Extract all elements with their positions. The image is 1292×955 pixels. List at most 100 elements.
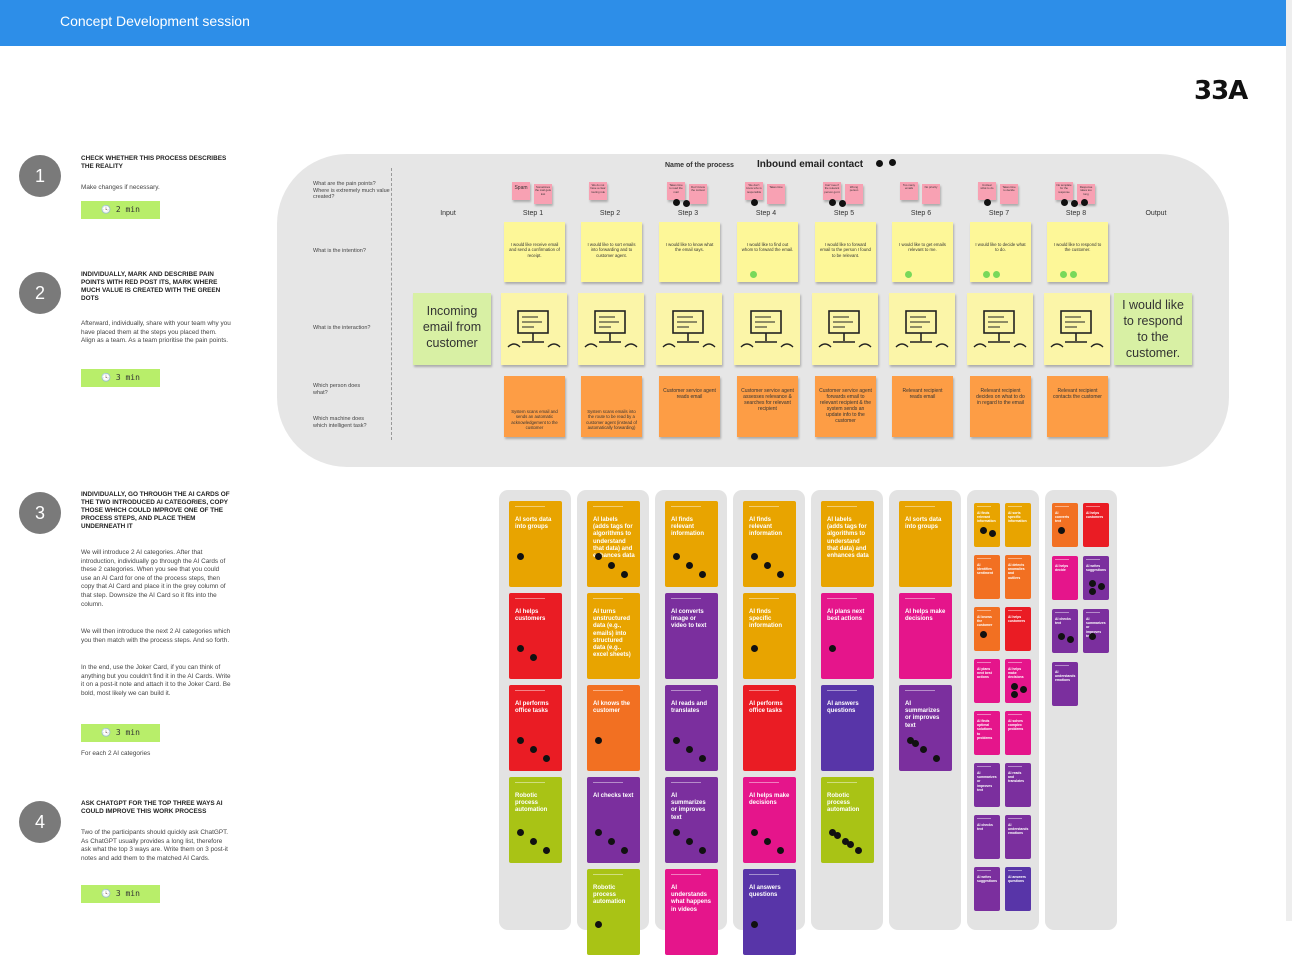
pain-sticky[interactable]: Too many emails	[900, 182, 918, 200]
pain-text: Takes time to decide	[1002, 185, 1016, 193]
ai-card-small[interactable]: AI summarizes or improves text	[974, 763, 1000, 807]
ai-card-small[interactable]: AI knows the customer	[974, 607, 1000, 651]
ai-card[interactable]: AI summarizes or improves text	[665, 777, 718, 863]
pain-sticky[interactable]: No template for the response	[1055, 182, 1073, 200]
intention-sticky[interactable]: I would like to respond to the customer.	[1047, 222, 1108, 282]
ai-card-small[interactable]: AI plans next best actions	[974, 659, 1000, 703]
ai-card[interactable]: AI labels (adds tags for algorithms to u…	[821, 501, 874, 587]
ai-card-small[interactable]: AI helps make decisions	[1005, 659, 1031, 703]
ai-card-small[interactable]: AI answers questions	[1005, 867, 1031, 911]
ai-card[interactable]: AI plans next best actions	[821, 593, 874, 679]
interaction-sketch[interactable]	[1044, 293, 1110, 365]
ai-card[interactable]: Robotic process automation	[821, 777, 874, 863]
ai-card-small[interactable]: AI checks text	[1052, 609, 1078, 653]
pain-sticky[interactable]: Unclear what to do	[978, 182, 996, 200]
ai-card[interactable]: AI sorts data into groups	[899, 501, 952, 587]
interaction-sketch[interactable]	[656, 293, 722, 365]
vote-dot	[1067, 636, 1074, 643]
timer-2[interactable]: 🕓 3 min	[81, 369, 160, 387]
ai-card-small[interactable]: AI identifies sentiment	[974, 555, 1000, 599]
person-sticky[interactable]: System scans emails into the route to be…	[581, 376, 642, 437]
ai-card-small[interactable]: AI sorts specific information	[1005, 503, 1031, 547]
ai-card-small[interactable]: AI helps customers	[1083, 503, 1109, 547]
ai-card-title: AI detects anomalies and outliers	[1008, 563, 1025, 580]
ai-card[interactable]: AI performs office tasks	[509, 685, 562, 771]
ai-card[interactable]: AI understands what happens in videos	[665, 869, 718, 955]
pain-sticky[interactable]: Sometimes the mail gets lost	[534, 184, 552, 204]
ai-card[interactable]: AI helps make decisions	[743, 777, 796, 863]
intention-sticky[interactable]: I would like to sort emails into forward…	[581, 222, 642, 282]
ai-card[interactable]: AI checks text	[587, 777, 640, 863]
pain-sticky[interactable]: Spam	[512, 182, 530, 200]
interaction-sketch[interactable]	[578, 293, 644, 365]
interaction-sketch[interactable]	[501, 293, 567, 365]
timer-3[interactable]: 🕓 3 min	[81, 724, 160, 742]
ai-card[interactable]: AI labels (adds tags for algorithms to u…	[587, 501, 640, 587]
ai-card[interactable]: AI finds relevant information	[743, 501, 796, 587]
ai-card-small[interactable]: AI finds optimal solutions to problems	[974, 711, 1000, 755]
interaction-sketch[interactable]	[967, 293, 1033, 365]
ai-card[interactable]: AI turns unstructured data (e.g., emails…	[587, 593, 640, 679]
ai-card-small[interactable]: AI detects anomalies and outliers	[1005, 555, 1031, 599]
person-sticky[interactable]: System scans email and sends an automati…	[504, 376, 565, 437]
ai-card-small[interactable]: AI checks text	[974, 815, 1000, 859]
pain-sticky[interactable]: We do not have a clear routing rule	[589, 182, 607, 200]
ai-card[interactable]: AI answers questions	[743, 869, 796, 955]
intention-sticky[interactable]: I would like receive email and send a co…	[504, 222, 565, 282]
interaction-sketch[interactable]	[812, 293, 878, 365]
ai-card-small[interactable]: AI summarizes or improves text	[1083, 609, 1109, 653]
ai-card[interactable]: AI knows the customer	[587, 685, 640, 771]
intention-sticky[interactable]: I would like to decide what to do.	[970, 222, 1031, 282]
ai-card-small[interactable]: AI understands emotions	[1052, 662, 1078, 706]
ai-card-small[interactable]: AI writes suggestions	[1083, 556, 1109, 600]
pain-sticky[interactable]: No priority	[922, 184, 940, 204]
timer-1[interactable]: 🕓 2 min	[81, 201, 160, 219]
intention-sticky[interactable]: I would like to know what the email says…	[659, 222, 720, 282]
output-sticky[interactable]: I would like to respond to the customer.	[1114, 293, 1192, 365]
ai-card-small[interactable]: AI understands emotions	[1005, 815, 1031, 859]
ai-card[interactable]: AI sorts data into groups	[509, 501, 562, 587]
ai-card[interactable]: Robotic process automation	[587, 869, 640, 955]
input-sticky[interactable]: Incoming email from customer	[413, 293, 491, 365]
person-sticky[interactable]: Relevant recipient contacts the customer	[1047, 376, 1108, 437]
pain-sticky[interactable]: Wrong person	[845, 184, 863, 204]
ai-card[interactable]: AI finds specific information	[743, 593, 796, 679]
vote-dot	[920, 746, 927, 753]
person-sticky[interactable]: Relevant recipient decides on what to do…	[970, 376, 1031, 437]
ai-card[interactable]: Robotic process automation	[509, 777, 562, 863]
ai-card-small[interactable]: AI writes suggestions	[974, 867, 1000, 911]
person-sticky[interactable]: Customer service agent assesses relevanc…	[737, 376, 798, 437]
ai-card[interactable]: AI finds relevant information	[665, 501, 718, 587]
ai-card[interactable]: AI answers questions	[821, 685, 874, 771]
pain-text: Takes time to read the mail	[669, 183, 683, 194]
ai-card[interactable]: AI converts image or video to text	[665, 593, 718, 679]
pain-sticky[interactable]: Takes time	[767, 184, 785, 204]
vote-dot	[777, 571, 784, 578]
scrollbar[interactable]	[1286, 0, 1292, 921]
ai-card[interactable]: AI helps customers	[509, 593, 562, 679]
intention-sticky[interactable]: I would like to forward email to the per…	[815, 222, 876, 282]
person-sticky[interactable]: Customer service agent reads email	[659, 376, 720, 437]
ai-card[interactable]: AI summarizes or improves text	[899, 685, 952, 771]
pain-sticky[interactable]: Can't see if the relevant person got it	[823, 182, 841, 200]
person-sticky[interactable]: Customer service agent forwards email to…	[815, 376, 876, 437]
person-sticky[interactable]: Relevant recipient reads email	[892, 376, 953, 437]
ai-card[interactable]: AI performs office tasks	[743, 685, 796, 771]
ai-card-small[interactable]: AI converts text	[1052, 503, 1078, 547]
interaction-sketch[interactable]	[889, 293, 955, 365]
ai-card-small[interactable]: AI helps customers	[1005, 607, 1031, 651]
intention-sticky[interactable]: I would like to get emails relevant to m…	[892, 222, 953, 282]
pain-sticky[interactable]: Don't know the context	[689, 184, 707, 204]
pain-sticky[interactable]: Takes time to decide	[1000, 184, 1018, 204]
interaction-sketch[interactable]	[734, 293, 800, 365]
pain-sticky[interactable]: We don't know who is responsible	[745, 182, 763, 200]
ai-card-small[interactable]: AI helps decide	[1052, 556, 1078, 600]
ai-card[interactable]: AI reads and translates	[665, 685, 718, 771]
intention-sticky[interactable]: I would like to find out whom to forward…	[737, 222, 798, 282]
ai-card-small[interactable]: AI finds relevant information	[974, 503, 1000, 547]
pain-sticky[interactable]: Takes time to read the mail	[667, 182, 685, 200]
ai-card-small[interactable]: AI solves complex problems	[1005, 711, 1031, 755]
timer-4[interactable]: 🕓 3 min	[81, 885, 160, 903]
ai-card[interactable]: AI helps make decisions	[899, 593, 952, 679]
ai-card-small[interactable]: AI reads and translates	[1005, 763, 1031, 807]
